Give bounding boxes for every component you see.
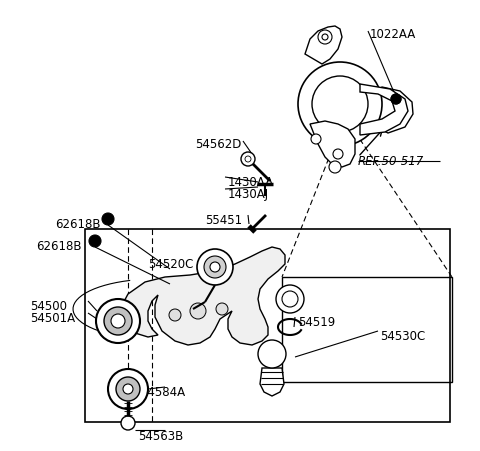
Circle shape <box>102 213 114 226</box>
Text: 54563B: 54563B <box>138 429 183 442</box>
Circle shape <box>333 150 343 160</box>
Circle shape <box>329 161 341 174</box>
Polygon shape <box>310 122 355 168</box>
Bar <box>282 277 452 382</box>
Text: 54519: 54519 <box>298 315 335 328</box>
Polygon shape <box>378 88 413 133</box>
Bar <box>85 230 450 422</box>
Text: 1430AJ: 1430AJ <box>228 188 269 201</box>
Text: 54500: 54500 <box>30 299 67 312</box>
Circle shape <box>96 299 140 343</box>
Text: 54562D: 54562D <box>195 138 241 151</box>
Circle shape <box>391 95 401 105</box>
Text: 54530C: 54530C <box>380 329 425 342</box>
Circle shape <box>312 77 368 133</box>
Text: 62618B: 62618B <box>55 217 100 230</box>
Circle shape <box>116 377 140 401</box>
Text: 62618B: 62618B <box>36 239 82 253</box>
Circle shape <box>121 416 135 430</box>
Circle shape <box>190 304 206 319</box>
Circle shape <box>210 262 220 272</box>
Polygon shape <box>305 27 342 65</box>
Text: 54501A: 54501A <box>30 311 75 324</box>
Circle shape <box>169 309 181 321</box>
Circle shape <box>276 285 304 313</box>
Circle shape <box>204 257 226 278</box>
Text: REF.50-517: REF.50-517 <box>358 155 424 168</box>
Circle shape <box>245 156 251 163</box>
Circle shape <box>111 314 125 328</box>
Circle shape <box>318 31 332 45</box>
Circle shape <box>322 35 328 41</box>
Circle shape <box>298 63 382 147</box>
Text: 54520C: 54520C <box>148 258 193 271</box>
Circle shape <box>216 304 228 315</box>
Text: 1430AA: 1430AA <box>228 175 274 189</box>
Polygon shape <box>260 368 284 396</box>
Circle shape <box>282 291 298 307</box>
Circle shape <box>123 384 133 394</box>
Circle shape <box>311 135 321 145</box>
Text: 55451: 55451 <box>205 213 242 226</box>
Polygon shape <box>120 248 285 345</box>
Circle shape <box>391 95 401 105</box>
Polygon shape <box>360 85 408 136</box>
Circle shape <box>104 307 132 335</box>
Circle shape <box>89 235 101 248</box>
Circle shape <box>108 369 148 409</box>
Text: 1022AA: 1022AA <box>370 28 416 41</box>
Circle shape <box>197 249 233 285</box>
Text: 54584A: 54584A <box>140 385 185 398</box>
Circle shape <box>241 152 255 166</box>
Circle shape <box>258 340 286 368</box>
